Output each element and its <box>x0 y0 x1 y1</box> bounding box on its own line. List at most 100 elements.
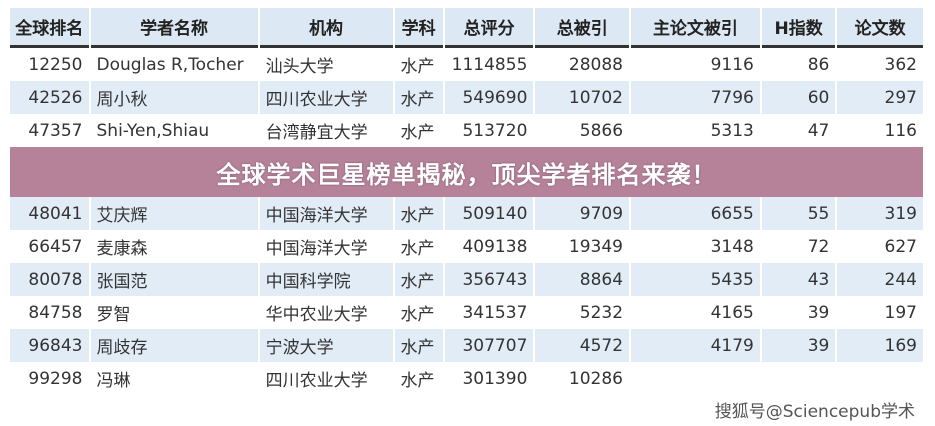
table-cell: 48041 <box>10 197 89 230</box>
table-cell: 341537 <box>462 302 528 323</box>
table-cell: 5313 <box>710 120 754 141</box>
column-header: H指数 <box>761 8 836 48</box>
table-cell <box>762 362 835 395</box>
table-cell: 47 <box>807 120 830 141</box>
table-row: 12250 Douglas R,Tocher 汕头大学 水产 1114855 28088 9… <box>10 48 923 81</box>
table-cell: 42526 <box>10 81 89 114</box>
table-cell: 99298 <box>28 368 83 389</box>
ranking-table: 全球排名 学者名称 机构 学科 总评分 总被引 主论文被引 H指数 论文数 12250 Dougl… <box>8 8 925 395</box>
table-cell: 96843 <box>10 329 89 362</box>
table-cell: 9116 <box>710 54 754 75</box>
table-cell: 5232 <box>579 302 624 323</box>
table-cell: 356743 <box>444 263 534 296</box>
table-row: 66457 麦康森 中国海洋大学 水产 409138 19349 3148 72 627 <box>10 230 923 263</box>
table-cell: 28088 <box>568 54 624 75</box>
table-cell: 197 <box>884 302 917 323</box>
table-cell: 水产 <box>394 263 443 296</box>
table-cell: 周歧存 <box>90 329 258 362</box>
table-cell: 39 <box>807 302 830 323</box>
table-cell: 水产 <box>400 239 435 259</box>
table-cell: 3148 <box>710 236 754 257</box>
table-cell: 244 <box>837 263 923 296</box>
table-cell: 60 <box>761 81 836 114</box>
table-cell: 水产 <box>394 197 443 230</box>
table-cell: 中国海洋大学 <box>265 239 368 259</box>
table-cell: 4572 <box>535 329 630 362</box>
column-header: 主论文被引 <box>631 8 760 48</box>
table-cell: 台湾静宜大学 <box>265 123 368 143</box>
table-cell: 19349 <box>568 236 624 257</box>
table-cell: Shi-Yen,Shiau <box>96 120 210 141</box>
column-header: 总被引 <box>535 8 630 48</box>
table-cell: 麦康森 <box>96 239 148 259</box>
table-cell: 39 <box>761 329 836 362</box>
table-row: 47357 Shi-Yen,Shiau 台湾静宜大学 水产 513720 5866 5313… <box>10 114 923 147</box>
table-cell: 9709 <box>535 197 630 230</box>
table-cell: 水产 <box>400 123 435 143</box>
table-cell: 中国海洋大学 <box>259 197 393 230</box>
table-cell: 张国范 <box>90 263 258 296</box>
table-cell: 宁波大学 <box>259 329 393 362</box>
table-cell: 10286 <box>568 368 624 389</box>
table-cell: 10702 <box>535 81 630 114</box>
table-cell: 1114855 <box>451 54 528 75</box>
table-cell: 水产 <box>394 329 443 362</box>
table-cell: 冯琳 <box>96 371 131 391</box>
table-cell: 华中农业大学 <box>265 305 368 325</box>
table-cell <box>837 362 923 395</box>
table-cell: 43 <box>761 263 836 296</box>
table-cell: Douglas R,Tocher <box>96 54 244 75</box>
table-cell: 四川农业大学 <box>259 81 393 114</box>
table-cell: 周小秋 <box>90 81 258 114</box>
table-cell: 409138 <box>462 236 528 257</box>
table-cell: 4165 <box>710 302 754 323</box>
table-cell: 中国科学院 <box>259 263 393 296</box>
table-row: 42526 周小秋 四川农业大学 水产 549690 10702 7796 60 297 <box>10 81 923 114</box>
table-cell: 55 <box>761 197 836 230</box>
table-cell: 水产 <box>400 371 435 391</box>
table-cell: 四川农业大学 <box>265 371 368 391</box>
table-row: 80078 张国范 中国科学院 水产 356743 8864 5435 43 244 <box>10 263 923 296</box>
table-cell: 301390 <box>462 368 528 389</box>
table-cell: 8864 <box>535 263 630 296</box>
column-header: 论文数 <box>837 8 923 48</box>
table-cell: 84758 <box>28 302 83 323</box>
table-cell: 5435 <box>631 263 760 296</box>
table-cell: 297 <box>837 81 923 114</box>
column-header: 总评分 <box>444 8 534 48</box>
column-header: 机构 <box>259 8 393 48</box>
table-row: 84758 罗智 华中农业大学 水产 341537 5232 4165 39 197 <box>10 296 923 329</box>
column-header: 全球排名 <box>10 8 89 48</box>
table-cell: 169 <box>837 329 923 362</box>
table-cell <box>631 362 760 395</box>
table-cell: 5866 <box>579 120 624 141</box>
table-cell: 水产 <box>400 57 435 77</box>
table-cell: 汕头大学 <box>265 57 334 77</box>
table-cell: 66457 <box>28 236 83 257</box>
table-cell: 6655 <box>631 197 760 230</box>
table-cell: 513720 <box>462 120 528 141</box>
table-cell: 72 <box>807 236 830 257</box>
table-cell: 4179 <box>631 329 760 362</box>
table-cell: 116 <box>884 120 917 141</box>
table-cell: 水产 <box>400 305 435 325</box>
table-row: 99298 冯琳 四川农业大学 水产 301390 10286 <box>10 362 923 395</box>
table-cell: 86 <box>807 54 830 75</box>
banner-row: 全球学术巨星榜单揭秘，顶尖学者排名来袭！ <box>10 147 923 197</box>
table-cell: 549690 <box>444 81 534 114</box>
column-header: 学科 <box>394 8 443 48</box>
table-cell: 水产 <box>394 81 443 114</box>
table-row: 48041 艾庆辉 中国海洋大学 水产 509140 9709 6655 55 319 <box>10 197 923 230</box>
table-cell: 7796 <box>631 81 760 114</box>
table-cell: 627 <box>884 236 917 257</box>
table-cell: 47357 <box>28 120 83 141</box>
table-cell: 罗智 <box>96 305 131 325</box>
table-cell: 12250 <box>28 54 83 75</box>
column-header: 学者名称 <box>90 8 258 48</box>
table-cell: 307707 <box>444 329 534 362</box>
header-row: 全球排名 学者名称 机构 学科 总评分 总被引 主论文被引 H指数 论文数 <box>10 8 923 48</box>
table-cell: 艾庆辉 <box>90 197 258 230</box>
table-cell: 362 <box>884 54 917 75</box>
table-row: 96843 周歧存 宁波大学 水产 307707 4572 4179 39 169 <box>10 329 923 362</box>
table-cell: 509140 <box>444 197 534 230</box>
